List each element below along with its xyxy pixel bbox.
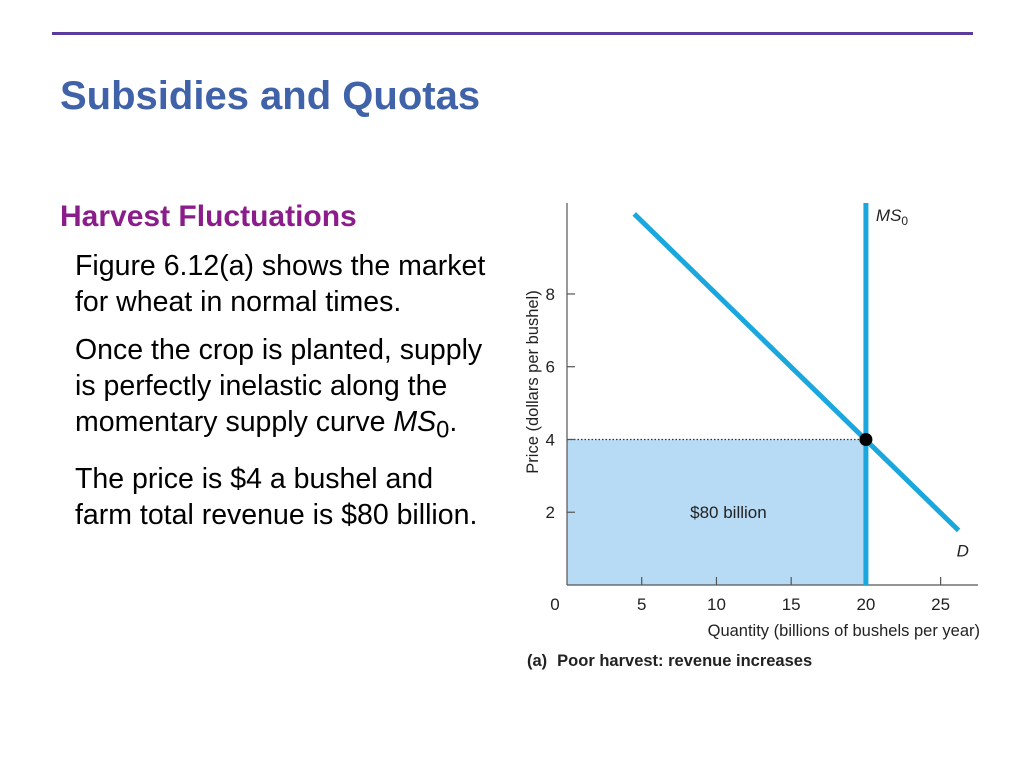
supply-label-main: MS	[876, 206, 902, 225]
demand-curve	[632, 212, 961, 533]
x-tick-label-20: 20	[856, 595, 875, 614]
chart-caption: (a) Poor harvest: revenue increases	[527, 652, 812, 670]
x-tick-label-15: 15	[782, 595, 801, 614]
revenue-area	[567, 439, 866, 585]
y-tick-label-8: 8	[546, 285, 555, 304]
y-tick-label-2: 2	[546, 503, 555, 522]
demand-label: D	[957, 541, 969, 560]
paragraph-2-curve-sub: 0	[436, 416, 450, 444]
paragraph-3: The price is $4 a bushel and farm total …	[75, 462, 478, 531]
paragraph-2-text: Once the crop is planted, supply is perf…	[75, 334, 483, 438]
y-tick-label-6: 6	[546, 358, 555, 377]
paragraph-2: Once the crop is planted, supply is perf…	[75, 332, 495, 449]
caption-label: (a)	[527, 652, 547, 670]
equilibrium-point	[859, 432, 873, 446]
x-axis-label: Quantity (billions of bushels per year)	[708, 622, 980, 640]
x-ticks: 5 10 15 20 25	[637, 577, 950, 614]
paragraph-2-end: .	[449, 406, 458, 438]
y-tick-label-4: 4	[546, 430, 555, 449]
caption-text: Poor harvest: revenue increases	[557, 652, 812, 670]
supply-label-sub: 0	[901, 214, 908, 228]
x-tick-label-25: 25	[931, 595, 950, 614]
y-ticks: 2 4 6 8	[546, 285, 575, 522]
paragraph-2-curve-name: MS	[393, 406, 437, 438]
slide-body: Figure 6.12(a) shows the market for whea…	[75, 248, 495, 545]
origin-label: 0	[550, 595, 559, 614]
y-axis-label: Price (dollars per bushel)	[524, 290, 542, 473]
x-tick-label-5: 5	[637, 595, 646, 614]
title-rule	[52, 32, 973, 35]
slide-subtitle: Harvest Fluctuations	[60, 200, 357, 233]
paragraph-1: Figure 6.12(a) shows the market for whea…	[75, 250, 486, 318]
supply-label: MS0	[876, 206, 909, 228]
revenue-label: $80 billion	[690, 503, 767, 522]
x-tick-label-10: 10	[707, 595, 726, 614]
slide-title: Subsidies and Quotas	[60, 74, 481, 118]
